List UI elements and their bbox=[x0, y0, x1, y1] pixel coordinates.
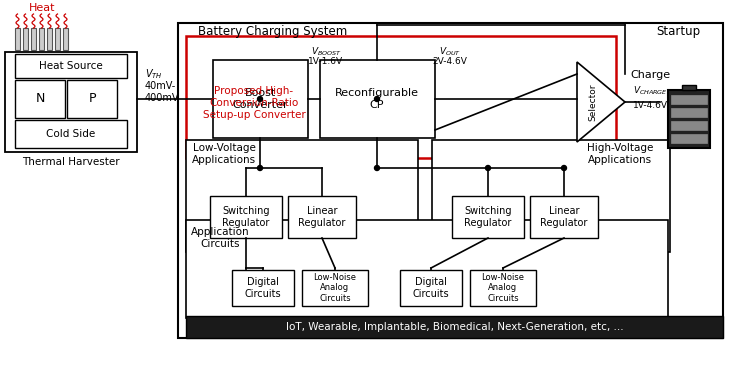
Bar bbox=[668, 90, 710, 148]
Bar bbox=[15, 28, 20, 50]
Bar bbox=[5, 52, 137, 152]
Text: Selector: Selector bbox=[588, 83, 597, 121]
Text: Linear
Regulator: Linear Regulator bbox=[540, 206, 588, 228]
Circle shape bbox=[374, 97, 380, 101]
Text: Cold Side: Cold Side bbox=[47, 129, 95, 139]
Text: Charge: Charge bbox=[630, 70, 670, 80]
Text: Heat Source: Heat Source bbox=[39, 61, 103, 71]
Bar bbox=[671, 121, 707, 130]
Text: Startup: Startup bbox=[656, 25, 700, 38]
Text: $V_{TH}$: $V_{TH}$ bbox=[145, 67, 163, 81]
Text: Thermal Harvester: Thermal Harvester bbox=[22, 157, 120, 167]
Text: 2V-4.6V: 2V-4.6V bbox=[433, 57, 468, 66]
Bar bbox=[186, 220, 668, 318]
Bar bbox=[671, 95, 707, 104]
Text: Low-Voltage
Applications: Low-Voltage Applications bbox=[192, 143, 256, 165]
Bar bbox=[15, 120, 127, 148]
Bar bbox=[452, 196, 524, 238]
Text: Switching
Regulator: Switching Regulator bbox=[464, 206, 512, 228]
Bar bbox=[186, 36, 616, 158]
Text: $V_{CHARGE}$: $V_{CHARGE}$ bbox=[633, 85, 667, 97]
Text: Reconfigurable
CP: Reconfigurable CP bbox=[335, 88, 419, 110]
Bar bbox=[671, 108, 707, 117]
Text: N: N bbox=[36, 92, 44, 106]
Bar bbox=[682, 85, 696, 90]
Bar bbox=[288, 196, 356, 238]
Bar bbox=[320, 60, 435, 138]
Bar bbox=[210, 196, 282, 238]
Text: Linear
Regulator: Linear Regulator bbox=[298, 206, 346, 228]
Bar bbox=[39, 28, 44, 50]
Text: IoT, Wearable, Implantable, Biomedical, Next-Generation, etc, ...: IoT, Wearable, Implantable, Biomedical, … bbox=[286, 322, 623, 332]
Text: Digital
Circuits: Digital Circuits bbox=[413, 277, 449, 299]
Text: $V_{OUT}$: $V_{OUT}$ bbox=[439, 46, 461, 58]
Bar bbox=[671, 134, 707, 143]
Bar bbox=[31, 28, 36, 50]
Text: 40mV-: 40mV- bbox=[145, 81, 176, 91]
Circle shape bbox=[562, 166, 567, 171]
Bar bbox=[47, 28, 52, 50]
Text: Low-Noise
Analog
Circuits: Low-Noise Analog Circuits bbox=[482, 273, 525, 303]
Bar bbox=[400, 270, 462, 306]
Bar bbox=[470, 270, 536, 306]
Bar bbox=[213, 60, 308, 138]
Text: Low-Noise
Analog
Circuits: Low-Noise Analog Circuits bbox=[314, 273, 357, 303]
Text: 400mV: 400mV bbox=[145, 93, 180, 103]
Bar bbox=[432, 140, 670, 252]
Text: Battery Charging System: Battery Charging System bbox=[198, 25, 348, 38]
Text: Heat: Heat bbox=[29, 3, 56, 13]
Bar bbox=[302, 270, 368, 306]
Bar bbox=[55, 28, 60, 50]
Text: Application
Circuits: Application Circuits bbox=[191, 227, 249, 249]
Text: 1V-1.6V: 1V-1.6V bbox=[309, 57, 343, 66]
Bar bbox=[232, 270, 294, 306]
Bar bbox=[15, 80, 65, 118]
Bar bbox=[15, 54, 127, 78]
Circle shape bbox=[258, 166, 263, 171]
Text: Boost
Converter: Boost Converter bbox=[232, 88, 288, 110]
Text: $V_{BOOST}$: $V_{BOOST}$ bbox=[311, 46, 341, 58]
Text: Switching
Regulator: Switching Regulator bbox=[222, 206, 270, 228]
Bar bbox=[63, 28, 68, 50]
Bar bbox=[23, 28, 28, 50]
Text: High-Voltage
Applications: High-Voltage Applications bbox=[587, 143, 653, 165]
Text: Proposed High-
Conversion-Ratio
Setup-up Converter: Proposed High- Conversion-Ratio Setup-up… bbox=[203, 86, 306, 120]
Bar bbox=[67, 80, 117, 118]
Text: Digital
Circuits: Digital Circuits bbox=[245, 277, 281, 299]
Text: P: P bbox=[88, 92, 95, 106]
Bar bbox=[178, 23, 723, 338]
Circle shape bbox=[258, 97, 263, 101]
Bar bbox=[186, 140, 418, 252]
Bar bbox=[186, 316, 723, 338]
Circle shape bbox=[374, 166, 380, 171]
Circle shape bbox=[485, 166, 491, 171]
Text: 1V-4.6V: 1V-4.6V bbox=[633, 101, 667, 111]
Polygon shape bbox=[577, 62, 625, 142]
Bar bbox=[530, 196, 598, 238]
